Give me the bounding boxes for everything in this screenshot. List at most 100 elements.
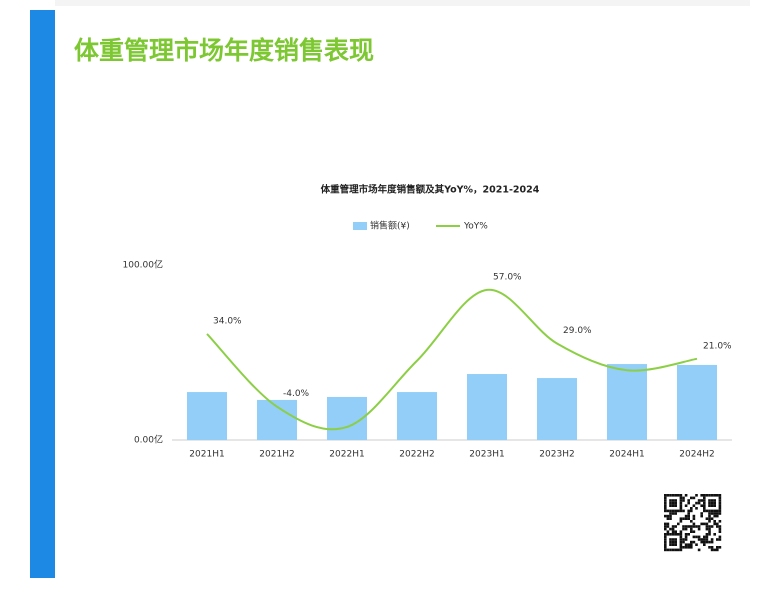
qr-cell: [664, 540, 667, 544]
qr-cell: [682, 525, 685, 528]
qr-cell: [700, 499, 703, 502]
qr-cell: [716, 509, 719, 513]
qr-cell: [692, 535, 696, 539]
qr-cell: [710, 538, 714, 541]
qr-cell: [687, 514, 690, 518]
qr-cell: [716, 512, 719, 515]
qr-cell: [679, 499, 683, 502]
qr-cell: [664, 543, 667, 546]
qr-cell: [682, 538, 685, 541]
qr-cell: [671, 499, 675, 502]
qr-cell: [679, 548, 683, 552]
qr-cell: [713, 504, 716, 507]
qr-cell: [705, 517, 709, 520]
qr-cell: [710, 499, 714, 502]
qr-cell: [684, 517, 688, 520]
qr-cell: [677, 509, 680, 513]
qr-cell: [697, 499, 701, 502]
qr-cell: [697, 538, 701, 541]
qr-cell: [674, 543, 677, 546]
qr-cell: [682, 499, 685, 502]
chart-title: 体重管理市场年度销售额及其YoY%，2021-2024: [321, 184, 540, 196]
qr-cell: [705, 509, 709, 513]
qr-cell: [708, 504, 711, 507]
qr-cell: [674, 548, 677, 552]
qr-cell: [666, 522, 670, 526]
qr-cell: [679, 494, 683, 497]
qr-cell: [677, 494, 680, 497]
qr-cell: [692, 540, 696, 544]
qr-cell: [697, 527, 701, 531]
qr-cell: [695, 507, 698, 510]
side-bar: [30, 10, 55, 578]
qr-cell: [666, 525, 670, 528]
qr-cell: [669, 501, 672, 505]
qr-cell: [687, 499, 690, 502]
qr-cell: [703, 540, 706, 544]
qr-cell: [674, 525, 677, 528]
qr-cell: [674, 538, 677, 541]
qr-cell: [666, 509, 670, 513]
qr-cell: [697, 501, 701, 505]
qr-cell: [695, 543, 698, 546]
qr-cell: [718, 507, 722, 510]
qr-cell: [664, 501, 667, 505]
qr-cell: [703, 538, 706, 541]
qr-cell: [697, 525, 701, 528]
qr-cell: [695, 501, 698, 505]
qr-cell: [684, 535, 688, 539]
qr-cell: [690, 527, 693, 531]
qr-cell: [679, 520, 683, 523]
qr-cell: [690, 496, 693, 500]
qr-cell: [671, 525, 675, 528]
qr-cell: [671, 543, 675, 546]
qr-cell: [664, 546, 667, 549]
qr-cell: [718, 499, 722, 502]
qr-cell: [666, 517, 670, 520]
y-tick-label: 0.00亿: [134, 434, 163, 446]
qr-cell: [703, 494, 706, 497]
qr-cell: [684, 504, 688, 507]
qr-cell: [708, 517, 711, 520]
qr-cell: [713, 512, 716, 515]
bar: [677, 364, 717, 440]
qr-cell: [703, 507, 706, 510]
qr-cell: [669, 533, 672, 536]
qr-cell: [718, 530, 722, 533]
qr-cell: [710, 494, 714, 497]
qr-cell: [716, 546, 719, 549]
qr-cell: [718, 520, 722, 523]
qr-cell: [687, 517, 690, 520]
qr-cell: [718, 509, 722, 513]
qr-cell: [708, 494, 711, 497]
qr-cell: [687, 501, 690, 505]
qr-cell: [710, 501, 714, 505]
qr-cell: [705, 540, 709, 544]
qr-cell: [703, 501, 706, 505]
qr-cell: [716, 525, 719, 528]
qr-cell: [695, 535, 698, 539]
qr-cell: [708, 509, 711, 513]
qr-cell: [666, 494, 670, 497]
qr-cell: [703, 522, 706, 526]
qr-cell: [674, 533, 677, 536]
qr-cell: [674, 499, 677, 502]
qr-cell: [671, 512, 675, 515]
qr-cell: [692, 514, 696, 518]
qr-cell: [700, 538, 703, 541]
qr-cell: [671, 540, 675, 544]
qr-cell: [705, 525, 709, 528]
qr-cell: [713, 499, 716, 502]
qr-cell: [710, 509, 714, 513]
qr-cell: [679, 509, 683, 513]
qr-cell: [669, 548, 672, 552]
qr-cell: [684, 533, 688, 536]
qr-cell: [679, 501, 683, 505]
qr-cell: [664, 525, 667, 528]
qr-cell: [669, 499, 672, 502]
qr-cell: [708, 514, 711, 518]
x-tick-label: 2022H2: [399, 450, 434, 460]
line: [206, 288, 698, 431]
qr-cell: [682, 540, 685, 544]
